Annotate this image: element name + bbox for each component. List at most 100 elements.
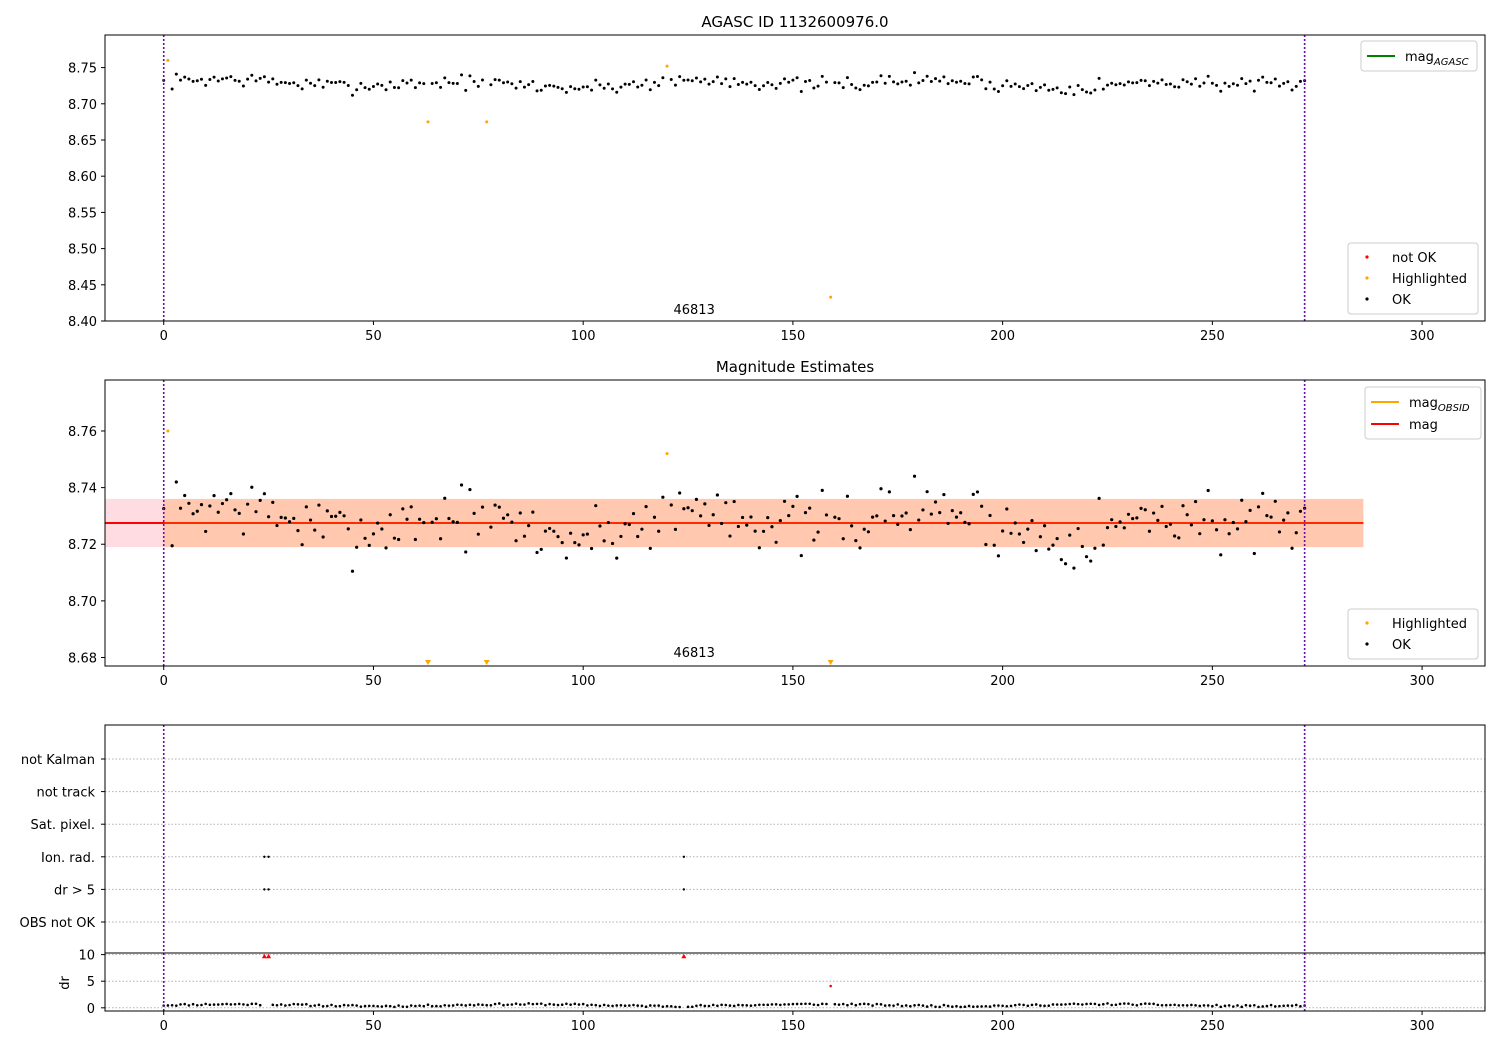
dr-point xyxy=(854,1003,858,1007)
ok-point xyxy=(1072,93,1076,97)
ok-point xyxy=(204,529,208,534)
ok-point xyxy=(564,556,568,560)
ok-point xyxy=(1013,82,1017,86)
ok-point xyxy=(917,518,921,522)
ok-point xyxy=(1244,82,1248,86)
dr-point xyxy=(422,1004,426,1008)
ok-point xyxy=(929,79,933,83)
ok-point xyxy=(715,493,720,497)
ok-point xyxy=(787,514,791,518)
ok-point xyxy=(309,81,313,85)
ok-point xyxy=(380,83,384,87)
y-tick-label: 8.70 xyxy=(68,98,97,113)
dr-point xyxy=(435,1004,438,1008)
x-tick-label: 100 xyxy=(571,674,596,689)
ok-point xyxy=(1290,88,1294,92)
ok-point xyxy=(430,82,434,86)
ok-point xyxy=(422,521,426,525)
ok-point xyxy=(287,520,292,524)
ok-point xyxy=(1009,531,1013,535)
dr-point xyxy=(615,1004,619,1007)
ok-point xyxy=(875,80,879,84)
ok-point xyxy=(1076,526,1080,531)
ok-point xyxy=(434,81,438,85)
ok-point xyxy=(501,81,505,85)
dr-point xyxy=(657,1004,660,1007)
highlighted-point xyxy=(665,64,669,68)
dr-point xyxy=(1009,1004,1013,1008)
dr-point xyxy=(1290,1004,1294,1007)
ok-point xyxy=(644,78,648,82)
ok-point xyxy=(1135,81,1139,85)
y-tick-label: 8.68 xyxy=(68,652,97,667)
dr-point xyxy=(862,1002,866,1006)
ok-point xyxy=(812,538,816,542)
flag-point xyxy=(267,888,270,891)
ok-point xyxy=(594,504,598,508)
ok-point xyxy=(1160,78,1164,82)
ok-point xyxy=(887,490,891,494)
dr-point xyxy=(724,1003,728,1007)
dr-point xyxy=(632,1003,635,1007)
ok-point xyxy=(833,81,837,85)
ok-point xyxy=(254,79,258,83)
ok-point xyxy=(1089,559,1093,563)
ok-point xyxy=(1017,532,1022,536)
ok-point xyxy=(262,75,266,79)
ok-point xyxy=(866,530,871,534)
dr-point xyxy=(380,1005,384,1008)
ok-point xyxy=(548,83,552,87)
ok-point xyxy=(480,505,485,509)
ok-point xyxy=(917,81,921,85)
dr-point xyxy=(686,1005,690,1009)
ok-point xyxy=(753,529,757,533)
ok-point xyxy=(938,510,942,515)
ok-point xyxy=(883,81,887,85)
ok-point xyxy=(585,85,589,89)
ok-point xyxy=(548,526,552,531)
y-tick-label: 8.50 xyxy=(68,243,97,258)
ok-point xyxy=(1202,81,1206,85)
dr-point xyxy=(825,1002,828,1006)
flag-point xyxy=(263,855,266,858)
ok-point xyxy=(275,523,279,528)
ok-point xyxy=(481,78,485,82)
ok-point xyxy=(321,535,325,539)
dr-point xyxy=(510,1003,514,1006)
dr-point xyxy=(598,1004,602,1008)
ok-point xyxy=(417,517,422,521)
ok-point xyxy=(686,78,690,82)
ok-point xyxy=(1105,83,1109,87)
ok-point xyxy=(1085,90,1089,94)
ok-point xyxy=(581,85,585,89)
dr-point xyxy=(552,1003,556,1006)
ok-point xyxy=(501,516,506,520)
ok-point xyxy=(292,516,296,520)
ok-point xyxy=(1206,488,1210,493)
ok-point xyxy=(241,84,245,88)
x-tick-label: 300 xyxy=(1410,674,1435,689)
dr-point xyxy=(720,1003,723,1007)
ok-point xyxy=(703,502,707,506)
dr-point xyxy=(468,1003,472,1007)
dr-point xyxy=(665,1004,669,1008)
ok-point xyxy=(1101,543,1105,547)
ok-point xyxy=(896,82,900,86)
ok-point xyxy=(623,522,627,526)
ok-point xyxy=(841,86,845,90)
ok-point xyxy=(330,81,334,85)
ok-point xyxy=(250,73,254,77)
ok-point xyxy=(673,527,678,532)
dr-point xyxy=(795,1002,799,1006)
dr-point xyxy=(330,1003,333,1007)
dr-point xyxy=(581,1002,585,1006)
ok-point xyxy=(690,79,694,83)
dr-point xyxy=(573,1002,577,1006)
dr-point xyxy=(875,1002,879,1006)
dr-point xyxy=(1043,1004,1046,1008)
dr-point xyxy=(338,1004,342,1008)
ok-point xyxy=(975,490,980,494)
dr-point xyxy=(732,1004,736,1008)
ok-point xyxy=(1273,77,1277,81)
dr-point xyxy=(326,1004,329,1008)
